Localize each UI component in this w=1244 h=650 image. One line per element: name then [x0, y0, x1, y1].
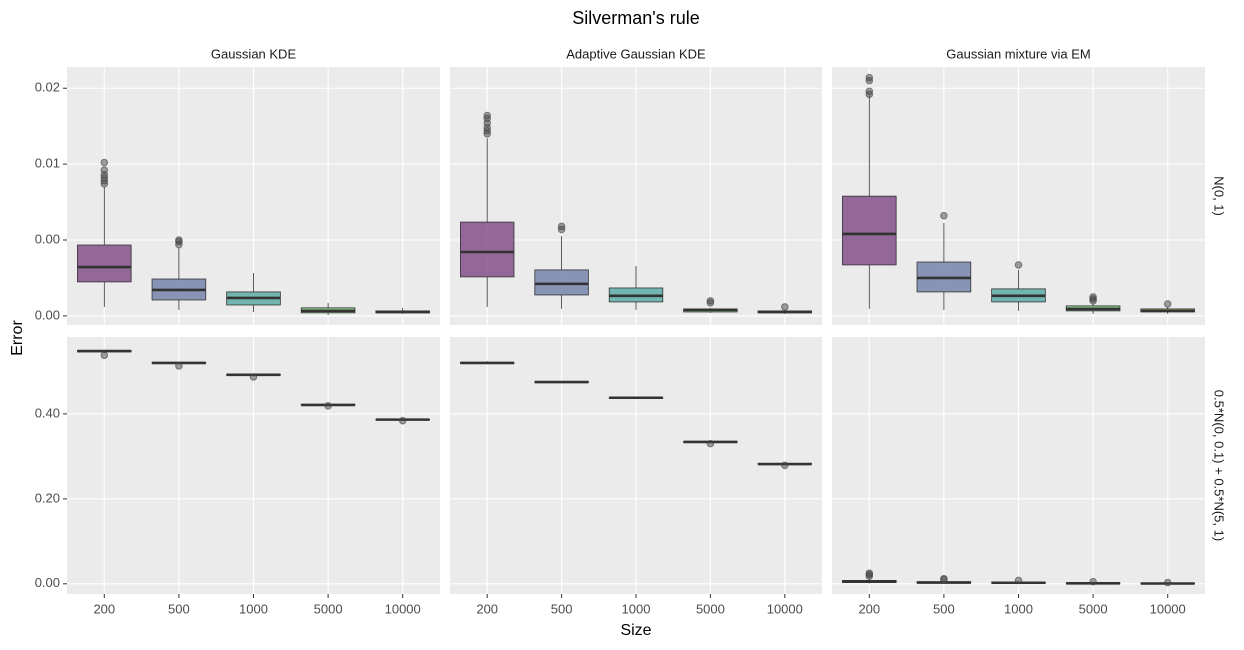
outlier — [1014, 576, 1023, 585]
box — [77, 244, 132, 283]
outlier — [249, 373, 258, 381]
x-tick-label: 10000 — [385, 601, 421, 616]
x-tick-label: 500 — [551, 601, 573, 616]
x-tick-label: 1000 — [622, 601, 651, 616]
box — [460, 221, 515, 278]
outlier — [865, 73, 874, 82]
y-axis-label: Error — [9, 320, 26, 356]
column-strip-label: Adaptive Gaussian KDE — [566, 46, 706, 61]
outlier — [1163, 578, 1172, 587]
x-tick-label: 200 — [858, 601, 880, 616]
outlier — [1163, 300, 1172, 308]
outlier — [100, 166, 109, 174]
outlier — [324, 402, 332, 410]
outlier — [175, 236, 183, 244]
row-strip-label: 0.5*N(0, 0.1) + 0.5*N(5, 1) — [1212, 390, 1227, 541]
x-tick-label: 200 — [93, 601, 115, 616]
y-tick-label: 0.00 — [35, 307, 60, 322]
outlier — [1089, 293, 1097, 301]
y-tick-label: 0.00 — [35, 575, 60, 590]
y-tick-label: 0.02 — [35, 80, 60, 95]
chart-title: Silverman's rule — [572, 8, 699, 28]
outlier — [706, 297, 715, 305]
outlier — [100, 351, 109, 360]
box — [842, 195, 897, 266]
x-axis-label: Size — [620, 622, 651, 639]
outlier — [1014, 261, 1023, 269]
outlier — [557, 222, 566, 231]
box — [534, 269, 589, 296]
x-tick-label: 1000 — [1004, 601, 1033, 616]
outlier — [781, 303, 789, 311]
outlier — [175, 362, 183, 370]
y-tick-label: 0.40 — [35, 405, 60, 420]
x-tick-label: 1000 — [239, 601, 268, 616]
outlier — [865, 87, 874, 96]
y-tick-label: 0.01 — [35, 156, 60, 171]
outlier — [940, 211, 948, 220]
x-tick-label: 10000 — [767, 601, 803, 616]
row-strip-label: N(0, 1) — [1212, 176, 1227, 216]
outlier — [706, 439, 715, 448]
outlier — [398, 416, 407, 425]
outlier — [781, 461, 789, 470]
column-strip-label: Gaussian mixture via EM — [946, 46, 1091, 61]
x-tick-label: 5000 — [696, 601, 725, 616]
outlier — [865, 569, 874, 577]
x-tick-label: 5000 — [314, 601, 343, 616]
y-tick-label: 0.20 — [35, 490, 60, 505]
x-tick-label: 200 — [476, 601, 498, 616]
column-strip-label: Gaussian KDE — [211, 46, 297, 61]
x-tick-label: 500 — [168, 601, 190, 616]
x-tick-label: 5000 — [1079, 601, 1108, 616]
x-tick-label: 500 — [933, 601, 955, 616]
outlier — [483, 111, 492, 120]
outlier — [940, 574, 948, 583]
outlier — [1089, 577, 1097, 586]
x-tick-label: 10000 — [1150, 601, 1186, 616]
outlier — [100, 158, 109, 167]
y-tick-label: 0.00 — [35, 231, 60, 246]
